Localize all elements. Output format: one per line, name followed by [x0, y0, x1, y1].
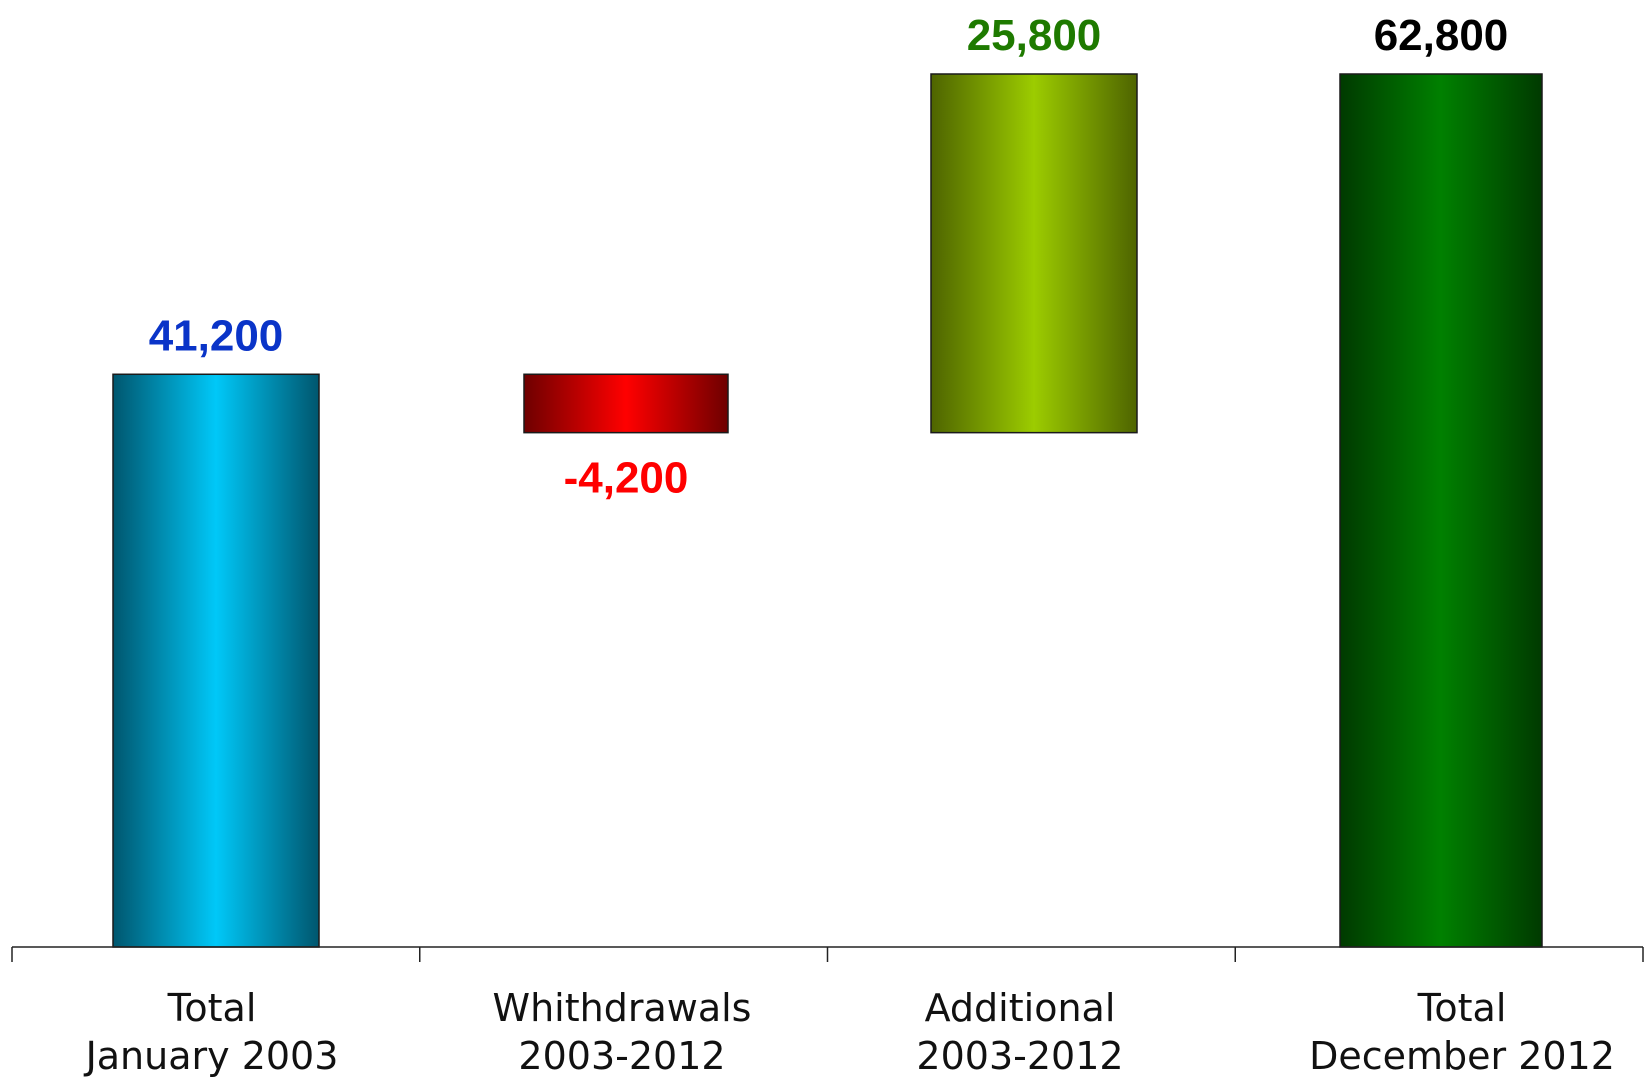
- value-labels-layer: 41,200 -4,200 25,800 62,800: [149, 11, 1509, 503]
- category-label-0: Total January 2003: [22, 984, 402, 1080]
- bar-1: [523, 373, 729, 434]
- category-label-2: Additional 2003-2012: [830, 984, 1210, 1080]
- category-label-line: Total: [1417, 986, 1507, 1030]
- category-label-line: Total: [167, 986, 257, 1030]
- value-label-2: 25,800: [967, 11, 1102, 60]
- category-label-line: Additional: [924, 986, 1116, 1030]
- x-axis: [11, 946, 1644, 962]
- category-label-3: Total December 2012: [1272, 984, 1652, 1080]
- value-label-1: -4,200: [564, 454, 689, 503]
- bar-3: [1339, 73, 1543, 948]
- bars-layer: [112, 73, 1543, 948]
- category-label-line: Whithdrawals: [492, 986, 752, 1030]
- value-label-0: 41,200: [149, 311, 284, 360]
- category-label-line: January 2003: [85, 1034, 339, 1078]
- category-label-1: Whithdrawals 2003-2012: [432, 984, 812, 1080]
- value-label-3: 62,800: [1374, 11, 1509, 60]
- bar-0: [112, 373, 320, 948]
- bar-2: [930, 73, 1138, 434]
- category-label-line: 2003-2012: [916, 1034, 1124, 1078]
- category-label-line: 2003-2012: [518, 1034, 726, 1078]
- category-label-line: December 2012: [1309, 1034, 1615, 1078]
